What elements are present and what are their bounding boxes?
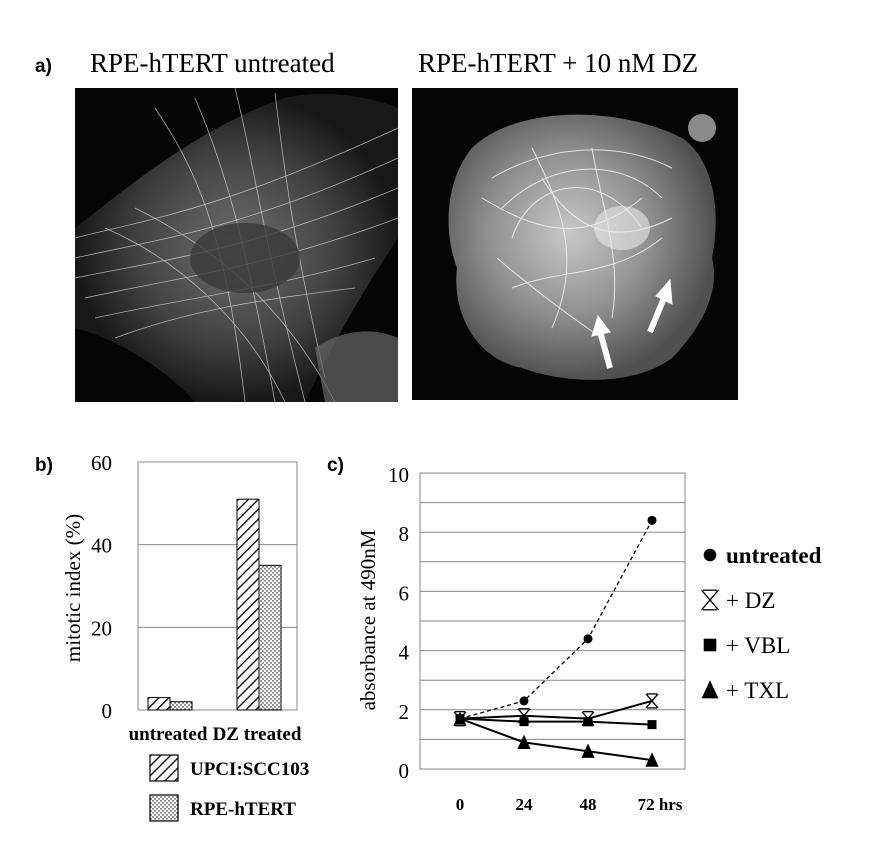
- c-ytick-label: 4: [399, 641, 410, 665]
- c-ytick-label: 6: [399, 581, 410, 605]
- b-ylabel: mitotic index (%): [61, 514, 85, 662]
- c-legend-label-0: untreated: [726, 543, 822, 568]
- b-xtick-label: DZ treated: [213, 724, 302, 745]
- c-legend-marker-3: [701, 680, 719, 699]
- c-xtick-label: 48: [580, 795, 597, 814]
- b-ytick-label: 20: [91, 616, 112, 640]
- c-point-3-1: [517, 734, 531, 749]
- c-ytick-label: 8: [399, 522, 410, 546]
- b-xtick-label: untreated: [129, 724, 208, 745]
- c-point-1-3: [645, 693, 659, 709]
- c-legend-label-2: + VBL: [726, 633, 790, 658]
- b-bar-rpe-1: [258, 564, 282, 711]
- c-line-2: [459, 717, 653, 726]
- c-point-2-1: [519, 717, 529, 727]
- b-legend-label-0: UPCI:SCC103: [190, 759, 309, 780]
- c-ytick-label: 2: [399, 700, 410, 724]
- mitotic-index-bar-chart: mitotic index (%) 0 20 40 60 untreated DZ tr…: [61, 451, 309, 822]
- b-bar-upci-1: [236, 498, 260, 711]
- panel-b-label: b): [35, 455, 53, 476]
- panel-a-label: a): [35, 56, 52, 77]
- b-legend-swatch-0: [149, 754, 179, 782]
- c-xtick-label: 24: [516, 795, 534, 814]
- c-line-3: [459, 717, 653, 762]
- c-ylabel: absorbance at 490nM: [356, 529, 380, 710]
- b-legend-label-1: RPE-hTERT: [190, 799, 296, 820]
- b-ytick-label: 0: [102, 699, 113, 723]
- c-ytick-label: 10: [388, 463, 409, 487]
- c-point-0-3: [647, 515, 657, 525]
- c-line-1: [459, 699, 653, 720]
- dz-treated-cell-micrograph: [412, 88, 738, 400]
- b-bar-upci-0: [147, 697, 171, 711]
- c-legend-label-1: + DZ: [726, 588, 775, 613]
- b-ytick-label: 60: [91, 451, 112, 475]
- c-legend-label-3: + TXL: [726, 678, 789, 703]
- untreated-cell-micrograph: [75, 88, 398, 402]
- c-xtick-label: 0: [456, 795, 465, 814]
- c-point-0-1: [519, 696, 529, 706]
- c-point-0-2: [583, 634, 593, 644]
- c-xtick-label: 72 hrs: [638, 795, 683, 814]
- c-ytick-label: 0: [399, 759, 410, 783]
- c-legend-marker-2: [703, 638, 717, 652]
- c-point-2-2: [583, 717, 593, 727]
- c-point-2-3: [647, 720, 657, 730]
- b-ytick-label: 40: [91, 534, 112, 558]
- c-point-3-0: [454, 711, 466, 725]
- c-legend-marker-0: [703, 548, 717, 562]
- b-legend-swatch-1: [149, 794, 179, 822]
- b-bar-rpe-0: [169, 701, 193, 711]
- panel-c-label: c): [327, 455, 344, 476]
- left-image-title: RPE-hTERT untreated: [90, 48, 335, 78]
- c-point-3-3: [645, 752, 659, 767]
- c-legend-marker-1: [701, 589, 719, 611]
- c-point-3-2: [581, 743, 595, 758]
- right-image-title: RPE-hTERT + 10 nM DZ: [418, 48, 699, 78]
